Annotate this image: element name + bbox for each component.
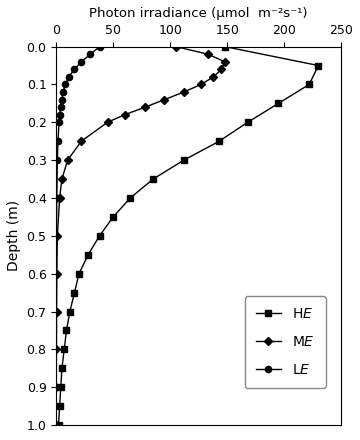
M$\mathit{E}$ <box>66 158 70 163</box>
L$\mathit{E}$ <box>59 105 63 110</box>
L$\mathit{E}$ <box>55 158 59 163</box>
M$\mathit{E}$ <box>55 233 59 238</box>
M$\mathit{E}$ <box>219 67 224 72</box>
L$\mathit{E}$ <box>61 89 65 95</box>
H$\mathit{E}$ <box>307 82 311 87</box>
Line: H$\mathit{E}$: H$\mathit{E}$ <box>55 44 321 428</box>
H$\mathit{E}$ <box>62 347 66 352</box>
M$\mathit{E}$ <box>55 271 59 276</box>
M$\mathit{E}$ <box>223 59 227 64</box>
H$\mathit{E}$ <box>72 290 77 295</box>
H$\mathit{E}$ <box>182 158 186 163</box>
Line: M$\mathit{E}$: M$\mathit{E}$ <box>53 44 228 428</box>
L$\mathit{E}$ <box>54 422 58 428</box>
M$\mathit{E}$ <box>174 44 178 49</box>
H$\mathit{E}$ <box>77 271 81 276</box>
H$\mathit{E}$ <box>316 63 320 68</box>
L$\mathit{E}$ <box>97 44 102 49</box>
M$\mathit{E}$ <box>206 51 210 57</box>
M$\mathit{E}$ <box>54 385 58 390</box>
L$\mathit{E}$ <box>57 120 61 125</box>
M$\mathit{E}$ <box>54 309 59 314</box>
H$\mathit{E}$ <box>97 233 102 238</box>
L$\mathit{E}$ <box>72 67 77 72</box>
M$\mathit{E}$ <box>105 120 110 125</box>
Legend: H$\mathit{E}$, M$\mathit{E}$, L$\mathit{E}$: H$\mathit{E}$, M$\mathit{E}$, L$\mathit{… <box>244 296 326 388</box>
M$\mathit{E}$ <box>143 105 147 110</box>
H$\mathit{E}$ <box>57 422 61 428</box>
H$\mathit{E}$ <box>276 101 280 106</box>
L$\mathit{E}$ <box>79 59 84 64</box>
M$\mathit{E}$ <box>60 176 64 182</box>
M$\mathit{E}$ <box>182 89 186 95</box>
L$\mathit{E}$ <box>67 74 71 80</box>
H$\mathit{E}$ <box>58 403 62 409</box>
H$\mathit{E}$ <box>246 120 250 125</box>
L$\mathit{E}$ <box>55 195 59 201</box>
L$\mathit{E}$ <box>63 82 67 87</box>
L$\mathit{E}$ <box>56 139 60 144</box>
M$\mathit{E}$ <box>199 82 203 87</box>
H$\mathit{E}$ <box>59 385 63 390</box>
M$\mathit{E}$ <box>162 97 167 102</box>
H$\mathit{E}$ <box>128 195 132 201</box>
L$\mathit{E}$ <box>88 51 93 57</box>
Y-axis label: Depth (m): Depth (m) <box>7 200 21 271</box>
H$\mathit{E}$ <box>64 328 69 333</box>
H$\mathit{E}$ <box>111 214 115 220</box>
M$\mathit{E}$ <box>58 195 62 201</box>
L$\mathit{E}$ <box>60 97 64 102</box>
H$\mathit{E}$ <box>68 309 72 314</box>
M$\mathit{E}$ <box>211 74 216 80</box>
M$\mathit{E}$ <box>122 112 127 117</box>
H$\mathit{E}$ <box>151 176 155 182</box>
M$\mathit{E}$ <box>54 347 59 352</box>
X-axis label: Photon irradiance (μmol  m⁻²s⁻¹): Photon irradiance (μmol m⁻²s⁻¹) <box>89 7 308 20</box>
M$\mathit{E}$ <box>79 139 84 144</box>
L$\mathit{E}$ <box>54 233 59 238</box>
H$\mathit{E}$ <box>86 252 90 257</box>
H$\mathit{E}$ <box>60 366 64 371</box>
M$\mathit{E}$ <box>54 422 58 428</box>
H$\mathit{E}$ <box>223 44 227 49</box>
H$\mathit{E}$ <box>217 139 221 144</box>
Line: L$\mathit{E}$: L$\mathit{E}$ <box>53 44 103 428</box>
L$\mathit{E}$ <box>58 112 62 117</box>
